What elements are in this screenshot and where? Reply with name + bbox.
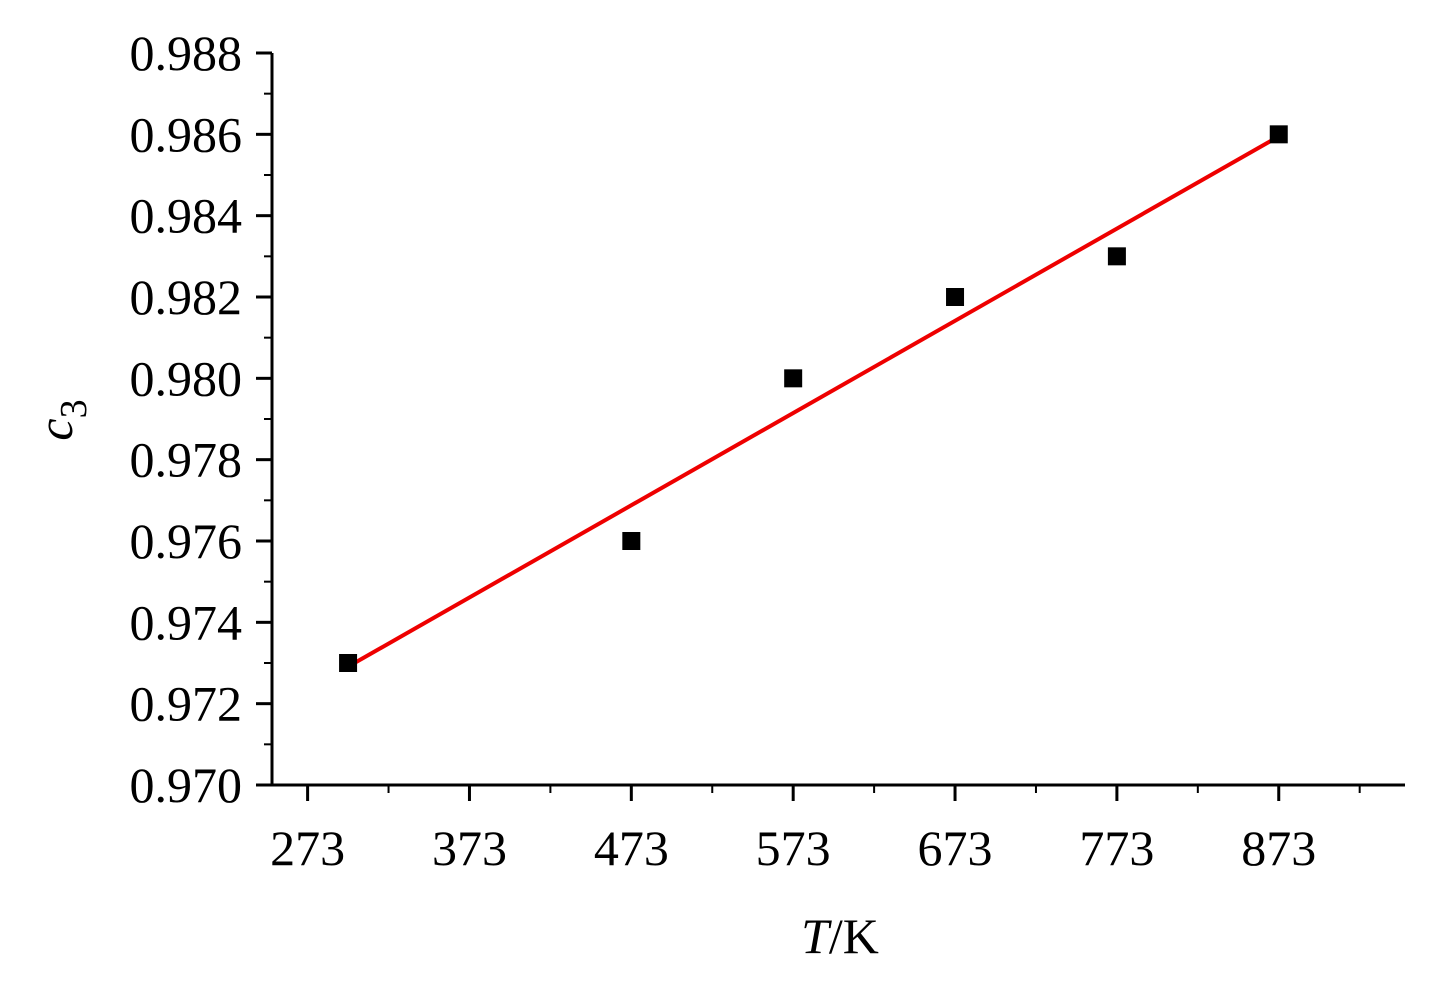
- data-point: [1107, 247, 1126, 266]
- data-point: [622, 532, 641, 550]
- x-tick-label: 373: [432, 820, 507, 876]
- y-tick-label: 0.980: [130, 350, 243, 406]
- x-label-unit: /K: [829, 908, 879, 964]
- y-tick-label: 0.984: [130, 188, 243, 244]
- y-axis-label: c3: [27, 399, 95, 440]
- y-label-symbol: c: [27, 418, 83, 440]
- y-tick-label: 0.970: [130, 757, 243, 813]
- x-tick-label: 473: [594, 820, 669, 876]
- x-tick-label: 573: [756, 820, 831, 876]
- y-tick-label: 0.978: [130, 432, 243, 488]
- y-tick-label: 0.986: [130, 106, 243, 162]
- x-label-symbol: T: [801, 908, 832, 964]
- y-tick-label: 0.982: [130, 269, 243, 325]
- x-tick-label: 673: [918, 820, 993, 876]
- y-label-subscript: 3: [53, 399, 95, 418]
- x-axis-label: T/K: [801, 908, 879, 964]
- fit-line: [347, 134, 1280, 669]
- data-point: [946, 288, 965, 306]
- y-tick-label: 0.976: [130, 513, 243, 569]
- data-point: [1269, 125, 1288, 144]
- x-tick-label: 773: [1079, 820, 1154, 876]
- x-tick-label: 873: [1241, 820, 1316, 876]
- y-tick-label: 0.972: [130, 676, 243, 732]
- y-tick-label: 0.988: [130, 25, 243, 81]
- data-point: [339, 654, 358, 672]
- x-tick-label: 273: [270, 820, 345, 876]
- data-point: [784, 369, 803, 388]
- y-tick-label: 0.974: [130, 594, 243, 650]
